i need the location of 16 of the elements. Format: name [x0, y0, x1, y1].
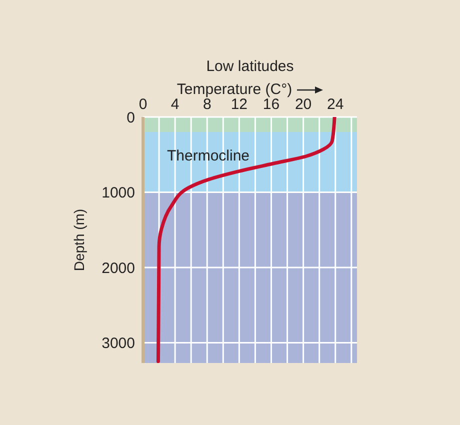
y-axis-title: Depth (m) [70, 208, 87, 272]
x-tick-label: 8 [202, 96, 212, 113]
x-axis-title: Temperature (C°) [176, 81, 292, 98]
band-label: Thermocline [167, 148, 250, 165]
x-tick-label: 20 [294, 96, 312, 113]
y-tick-label: 0 [126, 109, 135, 126]
y-tick-label: 2000 [102, 260, 135, 277]
x-tick-label: 0 [138, 96, 148, 113]
line-series [156, 117, 336, 363]
x-tick-label: 4 [170, 96, 180, 113]
y-tick-label: 1000 [102, 184, 135, 202]
x-tick-label: 16 [262, 96, 280, 113]
x-tick-label: 24 [327, 96, 344, 113]
x-tick-label: 12 [230, 96, 248, 113]
y-tick-label: 3000 [102, 335, 135, 352]
chart-title: Low latitudes [205, 58, 295, 75]
